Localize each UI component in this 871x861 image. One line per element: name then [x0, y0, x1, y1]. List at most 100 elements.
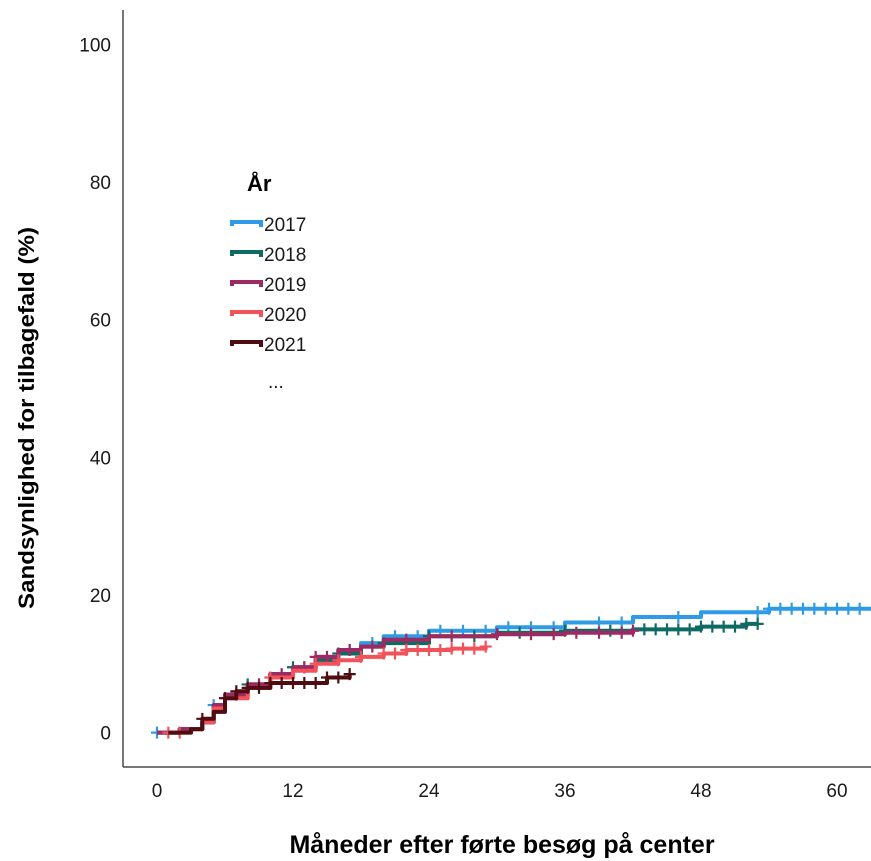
x-tick-labels: 0 12 24 36 48 60	[152, 781, 848, 802]
censor-mark	[604, 624, 617, 637]
censor-mark	[445, 642, 458, 655]
legend-label: 2018	[264, 245, 306, 266]
censor-mark	[525, 628, 537, 641]
legend-title: År	[247, 170, 272, 196]
legend-label: 2020	[264, 305, 306, 326]
series-2019	[157, 624, 639, 735]
censor-mark	[593, 616, 605, 629]
series-line-2019	[157, 630, 635, 735]
x-tick-label: 48	[690, 781, 711, 802]
censor-mark	[332, 654, 345, 667]
censor-mark	[445, 630, 458, 643]
censor-mark	[196, 712, 209, 725]
censor-mark	[264, 677, 277, 690]
censor-mark	[819, 602, 832, 615]
series-layer	[151, 602, 871, 739]
censor-mark	[842, 602, 855, 615]
censor-mark	[717, 620, 730, 633]
y-tick-label: 60	[90, 311, 111, 332]
censor-mark	[593, 626, 605, 639]
censor-mark	[649, 623, 662, 636]
legend: År 2017 2018 2019 2020 2021 ...	[230, 170, 306, 393]
censor-mark	[400, 644, 413, 657]
censor-mark	[230, 685, 243, 698]
censor-mark	[797, 602, 809, 615]
censor-mark	[808, 602, 821, 615]
legend-more-indicator: ...	[268, 372, 284, 393]
censor-mark	[785, 602, 798, 615]
censor-mark	[253, 681, 265, 694]
censor-mark	[309, 677, 322, 690]
legend-swatch	[230, 340, 263, 347]
censor-mark	[321, 671, 333, 684]
x-tick-label: 24	[418, 781, 440, 802]
x-tick-label: 12	[282, 781, 303, 802]
censor-mark	[740, 617, 753, 630]
censor-mark	[672, 610, 685, 623]
y-tick-label: 20	[90, 586, 111, 607]
censor-mark	[366, 640, 379, 653]
censor-mark	[468, 642, 481, 655]
legend-item-2021: 2021	[230, 335, 306, 356]
y-tick-label: 100	[79, 35, 111, 56]
censor-mark	[219, 692, 231, 705]
plot-area: 0 20 40 60 80 100 0 12 24 36 48 60	[79, 10, 871, 802]
censor-mark	[343, 668, 356, 681]
censor-mark	[457, 642, 469, 655]
censor-mark	[389, 647, 401, 660]
x-tick-label: 0	[152, 781, 163, 802]
censor-mark	[706, 620, 719, 633]
censor-mark	[615, 616, 628, 629]
censor-mark	[355, 650, 367, 663]
censor-mark	[377, 647, 390, 660]
censor-mark	[751, 606, 764, 619]
legend-swatch	[230, 310, 263, 317]
censor-mark	[774, 602, 787, 615]
censor-mark	[695, 620, 707, 633]
censor-mark	[332, 671, 345, 684]
censor-mark	[491, 628, 503, 641]
legend-item-2018: 2018	[230, 245, 306, 266]
legend-item-2019: 2019	[230, 275, 306, 296]
y-tick-label: 0	[100, 724, 111, 745]
censor-mark	[275, 677, 288, 690]
x-tick-label: 36	[554, 781, 575, 802]
censor-mark	[287, 677, 299, 690]
series-2021	[168, 668, 356, 735]
censor-mark	[683, 623, 696, 636]
legend-label: 2017	[264, 215, 306, 236]
censor-mark	[411, 644, 424, 657]
legend-swatch	[230, 280, 263, 287]
censor-mark	[661, 623, 673, 636]
x-axis-title: Måneder efter førte besøg på center	[289, 831, 714, 859]
censor-mark	[423, 644, 435, 657]
censor-mark	[434, 644, 447, 657]
censor-mark	[298, 677, 311, 690]
censor-mark	[309, 657, 322, 670]
x-tick-label: 60	[826, 781, 847, 802]
legend-item-2017: 2017	[230, 215, 306, 236]
censor-mark	[241, 681, 254, 694]
legend-items: 2017 2018 2019 2020 2021	[230, 215, 306, 356]
legend-swatch	[230, 220, 263, 227]
y-tick-label: 80	[90, 173, 111, 194]
censor-mark	[615, 626, 628, 639]
legend-item-2020: 2020	[230, 305, 306, 326]
legend-swatch	[230, 250, 263, 257]
y-tick-label: 40	[90, 448, 111, 469]
censor-mark	[400, 633, 413, 646]
censor-mark	[751, 617, 764, 630]
y-tick-labels: 0 20 40 60 80 100	[79, 35, 111, 744]
censor-mark	[547, 628, 560, 641]
censor-mark	[831, 602, 843, 615]
censor-mark	[321, 650, 333, 663]
censor-mark	[343, 644, 356, 657]
censor-mark	[570, 626, 583, 639]
censor-mark	[672, 623, 685, 636]
series-line-2018	[157, 621, 758, 735]
censor-mark	[638, 623, 651, 636]
censor-mark	[627, 624, 639, 637]
legend-label: 2019	[264, 275, 306, 296]
censor-mark	[763, 602, 775, 615]
